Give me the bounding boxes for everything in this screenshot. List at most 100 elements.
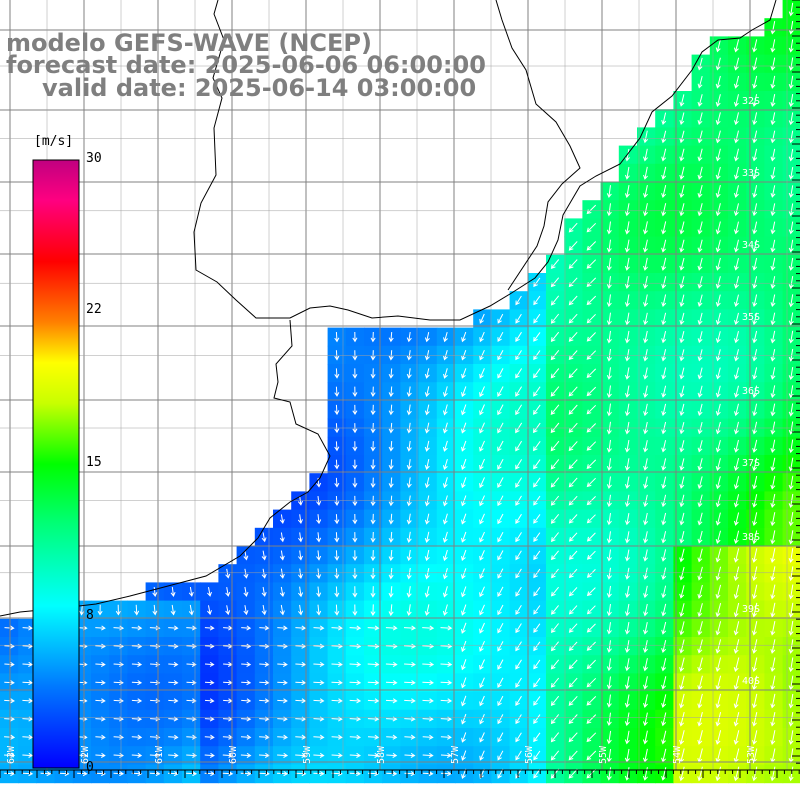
wind-arrow	[661, 621, 667, 635]
wind-arrow	[788, 530, 794, 545]
longitude-label: 53W	[746, 745, 757, 764]
wind-arrow	[497, 641, 504, 652]
wind-arrow	[461, 440, 467, 452]
wind-arrow	[606, 458, 612, 471]
wind-arrow	[241, 680, 252, 686]
wind-arrow	[752, 675, 758, 691]
wind-arrow	[770, 512, 776, 527]
wind-arrow	[442, 549, 448, 562]
wind-arrow	[497, 732, 504, 743]
wind-arrow	[697, 458, 703, 471]
wind-arrow	[295, 734, 307, 740]
wind-arrow	[550, 513, 560, 524]
wind-arrow	[461, 531, 467, 543]
wind-arrow	[679, 276, 685, 289]
wind-arrow	[643, 221, 648, 235]
colorbar-tick-30: 30	[86, 151, 102, 166]
wind-arrow	[243, 568, 249, 579]
wind-arrow	[149, 771, 161, 777]
wind-arrow	[643, 585, 649, 599]
wind-arrow	[568, 222, 578, 233]
wind-arrow	[40, 771, 52, 777]
wind-arrow	[170, 604, 176, 616]
wind-arrow	[533, 550, 541, 561]
wind-arrow	[22, 643, 33, 649]
wind-arrow	[442, 440, 448, 452]
wind-arrow	[568, 550, 578, 560]
wind-arrow	[788, 693, 794, 709]
wind-arrow	[770, 657, 776, 673]
wind-arrow	[770, 367, 776, 380]
wind-arrow	[204, 752, 215, 758]
wind-arrow	[661, 385, 667, 398]
wind-arrow	[697, 584, 703, 599]
wind-arrow	[4, 734, 16, 740]
wind-arrow	[515, 477, 523, 488]
wind-arrow	[442, 568, 448, 580]
wind-arrow	[624, 440, 630, 453]
colorbar-tick-8: 8	[86, 608, 94, 623]
wind-arrow	[404, 661, 416, 667]
wind-arrow	[752, 711, 758, 727]
wind-arrow	[241, 661, 252, 667]
wind-arrow	[770, 148, 776, 162]
wind-arrow	[186, 661, 197, 667]
wind-arrow	[316, 550, 322, 561]
wind-arrow	[352, 459, 358, 470]
wind-arrow	[349, 734, 361, 740]
wind-arrow	[752, 312, 758, 326]
wind-arrow	[515, 732, 522, 743]
wind-arrow	[533, 677, 541, 688]
wind-arrow	[461, 513, 467, 525]
wind-arrow	[679, 675, 685, 691]
wind-arrow	[606, 276, 612, 289]
latitude-label: 32S	[742, 96, 760, 107]
wind-arrow	[295, 698, 307, 704]
wind-arrow	[586, 750, 597, 761]
wind-arrow	[550, 550, 559, 561]
wind-arrow	[550, 349, 560, 361]
wind-arrow	[643, 640, 648, 653]
wind-arrow	[424, 513, 430, 525]
wind-arrow	[259, 625, 270, 631]
wind-arrow	[440, 698, 453, 704]
wind-arrow	[752, 602, 758, 618]
wind-arrow	[406, 586, 412, 598]
wind-arrow	[533, 587, 541, 597]
wind-arrow	[241, 625, 252, 631]
wind-arrow	[385, 661, 398, 667]
wind-arrow	[241, 698, 252, 704]
wind-arrow	[679, 603, 685, 618]
wind-arrow	[770, 57, 776, 71]
wind-arrow	[568, 695, 578, 706]
wind-arrow	[770, 185, 776, 198]
wind-arrow	[316, 568, 322, 580]
wind-arrow	[388, 332, 394, 343]
wind-arrow	[204, 661, 215, 667]
wind-arrow	[568, 313, 578, 324]
wind-arrow	[734, 166, 739, 180]
wind-arrow	[404, 752, 416, 758]
colorbar-gradient	[32, 159, 80, 769]
wind-arrow	[715, 548, 722, 563]
wind-arrow	[442, 386, 448, 398]
wind-arrow	[297, 514, 303, 525]
wind-arrow	[497, 677, 504, 688]
wind-arrow	[406, 386, 412, 398]
wind-arrow	[331, 643, 343, 649]
wind-arrow	[697, 530, 703, 544]
wind-arrow	[586, 532, 596, 542]
wind-arrow	[679, 221, 685, 235]
wind-arrow	[461, 368, 467, 379]
wind-arrow	[115, 604, 121, 616]
wind-arrow	[367, 625, 380, 631]
wind-arrow	[152, 586, 158, 597]
wind-arrow	[533, 514, 541, 524]
wind-arrow	[515, 714, 522, 725]
wind-arrow	[442, 404, 448, 416]
wind-arrow	[770, 166, 776, 180]
wind-arrow	[550, 750, 560, 761]
wind-arrow	[277, 661, 288, 667]
wind-arrow	[515, 440, 523, 452]
wind-arrow	[788, 221, 794, 235]
